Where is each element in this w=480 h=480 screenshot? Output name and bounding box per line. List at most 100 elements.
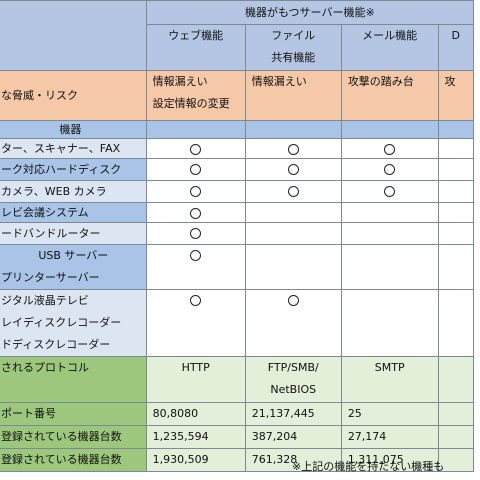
mark-cell — [437, 138, 475, 159]
header-columns-row: ウェブ機能 ファイル共有機能 メール機能 D — [0, 24, 475, 71]
mark-cell — [437, 158, 475, 181]
device-label-cell: ジタル液晶テレビ レイディスクレコーダー ドディスクレコーダー — [0, 289, 147, 357]
device-row: USB サーバー プリンターサーバー — [0, 244, 475, 290]
protocol-label-cell: されるプロトコル — [0, 356, 147, 403]
count-row: 登録されている機器台数 1,930,509 761,328 1,311,075 — [0, 448, 475, 472]
port-cell: 21,137,445 — [244, 402, 342, 426]
device-row: ードバンドルーター — [0, 222, 475, 245]
mark-cell — [340, 180, 439, 203]
device-label-cell: レビ会議システム — [0, 202, 147, 223]
cell-line: 共有機能 — [271, 51, 316, 64]
mark-cell — [145, 244, 246, 290]
count-cell: 387,204 — [244, 425, 342, 449]
cell-line: ウェブ機能 — [168, 29, 224, 42]
device-label-cell: カメラ、WEB カメラ — [0, 180, 147, 203]
circle-mark-icon — [190, 163, 202, 175]
mark-cell — [340, 202, 439, 223]
cell-lines: 情報漏えい — [251, 72, 341, 94]
risk-cell: 情報漏えい — [244, 70, 342, 121]
risk-label-cell: な脅威・リスク — [0, 70, 147, 121]
device-label-cell: ーク対応ハードディスク — [0, 158, 147, 181]
circle-mark-icon — [190, 227, 202, 239]
circle-mark-icon — [190, 249, 202, 261]
blank-cell — [437, 120, 475, 139]
circle-mark-icon — [287, 185, 299, 197]
cell-lines: メール機能 — [342, 26, 437, 48]
device-row: カメラ、WEB カメラ — [0, 180, 475, 203]
port-cell: 25 — [340, 402, 439, 426]
mark-cell — [145, 180, 246, 203]
header-group-row: 機器がもつサーバー機能※ — [0, 0, 475, 71]
protocol-cell — [437, 356, 475, 403]
circle-mark-icon — [287, 163, 299, 175]
device-label-line: レビ会議システム — [1, 205, 89, 219]
device-label-line: レイディスクレコーダー — [1, 316, 122, 329]
mark-cell — [145, 222, 246, 245]
cell-line: D — [451, 29, 461, 42]
count-cell: 761,328 — [244, 448, 342, 472]
device-row: ーク対応ハードディスク — [0, 158, 475, 181]
cell-line: FTP/SMB/ — [267, 361, 319, 374]
mark-cell — [244, 158, 342, 181]
protocol-cell: HTTP — [145, 356, 246, 403]
device-row: ター、スキャナー、FAX — [0, 138, 475, 159]
device-label-line: ター、スキャナー、FAX — [1, 141, 121, 155]
count-label-cell: 登録されている機器台数 — [0, 448, 147, 472]
count-cell — [437, 448, 475, 472]
device-row: ジタル液晶テレビ レイディスクレコーダー ドディスクレコーダー — [0, 289, 475, 357]
device-label: ター、スキャナー、FAX — [1, 140, 145, 158]
device-label: カメラ、WEB カメラ — [1, 182, 145, 202]
column-header-dns: D — [437, 24, 475, 71]
port-cell — [437, 402, 475, 426]
column-header-file: ファイル 共有機能 — [244, 24, 342, 71]
cell-lines: SMTP — [342, 358, 437, 380]
mark-cell — [244, 180, 342, 203]
column-header-mail: メール機能 — [340, 24, 439, 71]
count-cell — [437, 425, 475, 449]
circle-mark-icon — [190, 185, 202, 197]
cell-lines: 攻撃の踏み台 — [348, 72, 437, 94]
count-cell: 27,174 — [340, 425, 439, 449]
cell-line: NetBIOS — [270, 383, 317, 396]
cell-lines: ファイル 共有機能 — [246, 26, 340, 70]
cell-lines: ウェブ機能 — [147, 26, 244, 48]
cell-lines: FTP/SMB/NetBIOS — [246, 358, 340, 402]
header-corner-cell — [0, 0, 147, 71]
circle-mark-icon — [190, 207, 202, 219]
device-label-cell: ター、スキャナー、FAX — [0, 138, 147, 159]
device-label: ードバンドルーター — [1, 224, 145, 244]
risk-row: な脅威・リスク 情報漏えい 設定情報の変更 情報漏えい 攻撃の踏み台攻 — [0, 70, 475, 121]
mark-cell — [340, 222, 439, 245]
mark-cell — [340, 138, 439, 159]
cell-line: 情報漏えい — [251, 75, 307, 88]
mark-cell — [244, 138, 342, 159]
risk-table: 機器がもつサーバー機能※ ウェブ機能 ファイル 共有機能 メール機能 D な脅威・リスク 情報… — [0, 0, 475, 472]
mark-cell — [145, 158, 246, 181]
risk-cell: 攻撃の踏み台 — [340, 70, 439, 121]
mark-cell — [437, 244, 475, 290]
blank-cell — [244, 120, 342, 139]
count-row: 登録されている機器台数 1,235,594 387,204 27,174 — [0, 425, 475, 449]
cell-line: ファイル — [271, 29, 316, 42]
mark-cell — [340, 158, 439, 181]
device-header-row: 機器 — [0, 120, 475, 139]
count-cell: 1,235,594 — [145, 425, 246, 449]
count-cell: 1,930,509 — [145, 448, 246, 472]
mark-cell — [244, 289, 342, 357]
mark-cell — [340, 289, 439, 357]
cell-line: メール機能 — [362, 29, 418, 42]
count-label-cell: 登録されている機器台数 — [0, 425, 147, 449]
circle-mark-icon — [384, 163, 396, 175]
circle-mark-icon — [384, 143, 396, 155]
device-label-cell: USB サーバー プリンターサーバー — [0, 244, 147, 290]
mark-cell — [340, 244, 439, 290]
footnote: ※上記の機能を持たない機種も — [292, 460, 445, 473]
cell-line: SMTP — [374, 361, 405, 374]
device-label: レビ会議システム — [1, 204, 145, 222]
device-label: USB サーバー プリンターサーバー — [1, 246, 145, 289]
port-label-cell: ポート番号 — [0, 402, 147, 426]
circle-mark-icon — [190, 143, 202, 155]
cell-line: 情報漏えい — [152, 75, 208, 88]
device-label: ーク対応ハードディスク — [1, 160, 145, 180]
